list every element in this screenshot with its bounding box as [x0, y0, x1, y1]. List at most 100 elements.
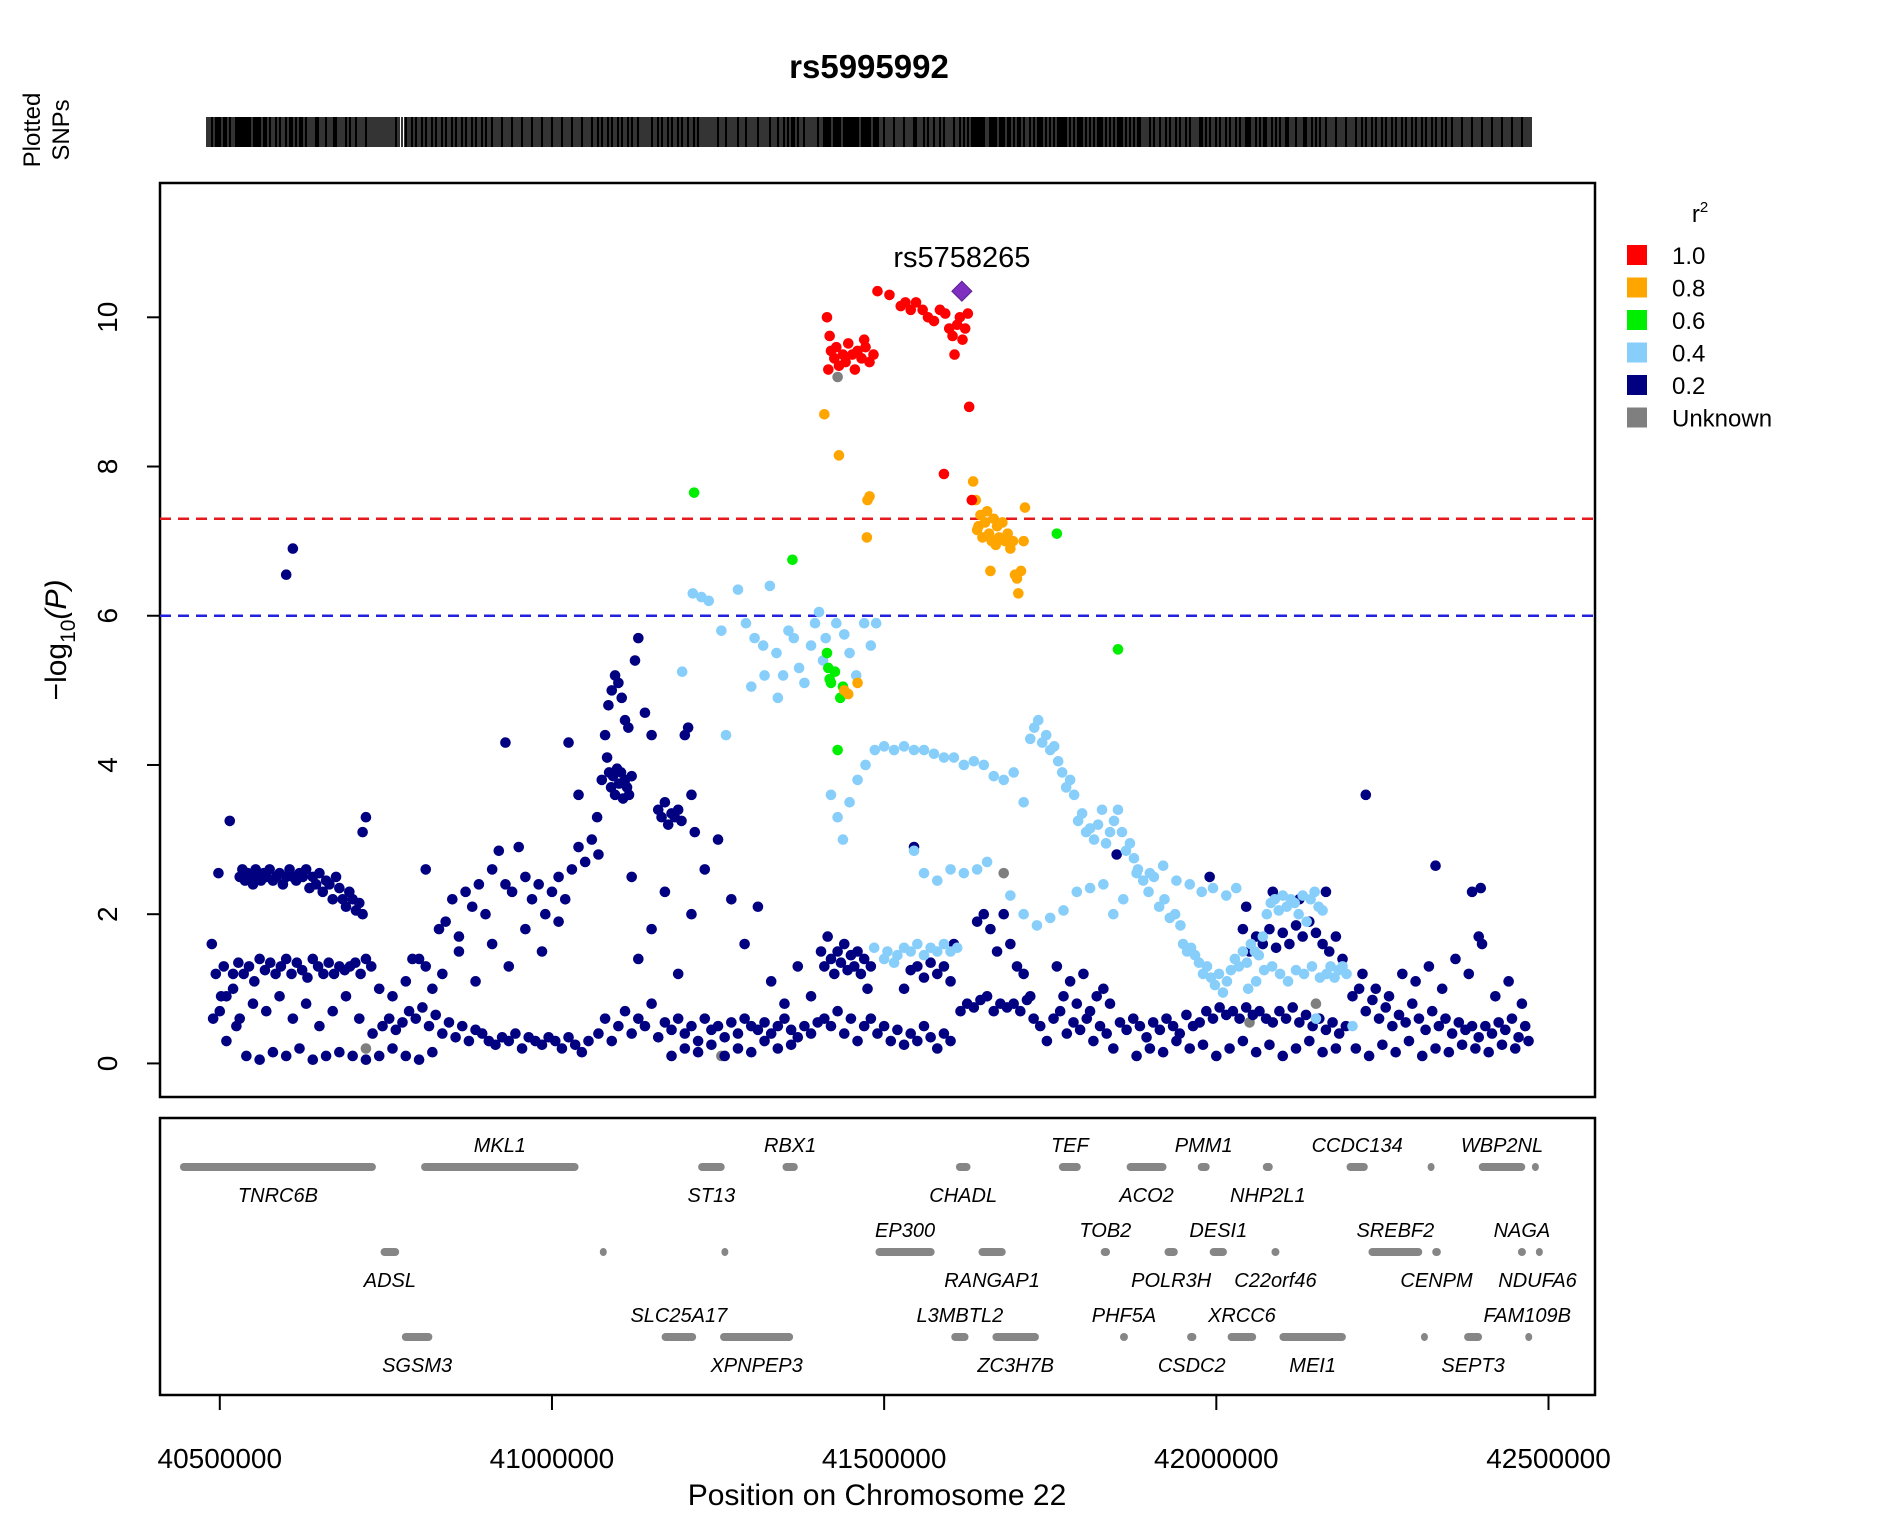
snp-point — [556, 1043, 568, 1054]
snp-point — [1230, 882, 1242, 894]
snp-point — [656, 811, 667, 823]
snp-point — [354, 1013, 365, 1024]
snp-point — [885, 1035, 897, 1047]
snp-point — [1008, 767, 1019, 778]
snp-point — [430, 1009, 442, 1021]
snp-point — [1393, 1009, 1405, 1021]
snp-point — [1466, 1020, 1478, 1032]
snp-point — [825, 953, 837, 965]
gene-label: CCDC134 — [1312, 1135, 1403, 1157]
snp-point — [949, 349, 960, 360]
gene-bar — [978, 1248, 1006, 1256]
snp-point — [686, 789, 697, 801]
gene-label: CHADL — [929, 1185, 997, 1207]
snp-point — [1483, 1046, 1495, 1058]
gene-label: SGSM3 — [382, 1355, 452, 1377]
snp-point — [1013, 588, 1024, 599]
snp-point — [213, 867, 224, 879]
snp-point — [221, 1035, 232, 1047]
snp-point — [819, 408, 830, 420]
y-axis-label-sub: 10 — [57, 620, 80, 643]
snp-point — [1116, 826, 1128, 838]
snp-point — [383, 1013, 395, 1024]
snp-point — [1015, 1005, 1026, 1017]
snp-point — [931, 968, 943, 980]
snp-point — [1277, 890, 1289, 901]
snp-point — [1360, 789, 1372, 801]
snp-point — [420, 864, 432, 875]
snp-point — [833, 450, 845, 461]
snp-point — [1426, 1005, 1438, 1017]
snp-point — [1407, 998, 1418, 1010]
snp-point — [844, 647, 855, 659]
snp-point — [805, 640, 817, 651]
gene-bar — [1368, 1248, 1423, 1256]
snp-point — [1353, 983, 1365, 995]
gene-bar — [1227, 1333, 1257, 1341]
snp-point — [739, 1013, 750, 1024]
snp-point — [1040, 729, 1052, 741]
snp-point — [908, 845, 920, 857]
snp-point — [1214, 1002, 1225, 1013]
snp-point — [480, 908, 491, 920]
snp-point — [646, 729, 657, 741]
snp-point — [1294, 1017, 1305, 1028]
snp-point — [387, 990, 398, 1002]
snp-point — [712, 1020, 724, 1032]
snp-point — [759, 1035, 770, 1047]
snp-point — [813, 606, 825, 618]
snp-point — [1098, 879, 1109, 890]
snp-point — [549, 1035, 561, 1047]
snp-point — [858, 334, 870, 345]
snp-point — [633, 1013, 644, 1024]
gene-bar — [401, 1333, 433, 1341]
snp-point — [772, 1020, 784, 1032]
snp-point — [967, 476, 979, 487]
snp-point — [1015, 565, 1027, 577]
gene-label: RANGAP1 — [944, 1270, 1040, 1292]
snp-point — [310, 879, 322, 890]
snp-point — [218, 961, 230, 972]
snp-point — [314, 1020, 325, 1032]
snp-point — [1161, 1013, 1172, 1024]
lead-snp-marker — [951, 280, 973, 302]
snp-point — [898, 1039, 910, 1051]
snp-point — [1330, 931, 1342, 942]
snp-point — [536, 946, 548, 957]
snp-point — [1273, 905, 1285, 916]
main-plot-frame — [158, 181, 1597, 1099]
snp-point — [1127, 1013, 1139, 1024]
snp-point — [955, 1005, 966, 1017]
snp-point — [280, 953, 292, 965]
snp-point — [878, 741, 890, 752]
snp-point — [1078, 968, 1089, 980]
snp-point — [1298, 968, 1310, 980]
snp-point — [759, 1017, 770, 1028]
snp-point — [1347, 1020, 1358, 1032]
snp-point — [563, 737, 574, 748]
gene-label: TEF — [1051, 1135, 1091, 1157]
x-axis: 40500000 41000000 41500000 42000000 42500000 — [158, 1394, 1611, 1474]
snp-point — [821, 647, 833, 659]
snp-point — [320, 1050, 332, 1062]
snp-point — [799, 1020, 810, 1032]
gene-bar — [698, 1163, 725, 1171]
snp-point — [476, 1028, 488, 1039]
snp-point — [759, 670, 770, 681]
gene-bar — [1197, 1163, 1210, 1171]
snp-point — [307, 1054, 319, 1065]
snp-point — [1387, 1020, 1398, 1032]
snp-point — [1242, 983, 1254, 995]
snp-point — [591, 811, 603, 823]
snp-point — [981, 856, 993, 868]
snp-point — [400, 1050, 412, 1062]
gene-track-frame — [158, 1116, 1597, 1397]
snp-point — [1121, 1024, 1132, 1036]
snp-point — [639, 707, 651, 719]
snp-point — [938, 938, 950, 950]
snp-point — [243, 961, 255, 972]
snp-point — [249, 976, 260, 987]
snp-point — [1523, 1035, 1534, 1047]
snp-point — [900, 297, 911, 308]
snp-point — [757, 640, 769, 651]
